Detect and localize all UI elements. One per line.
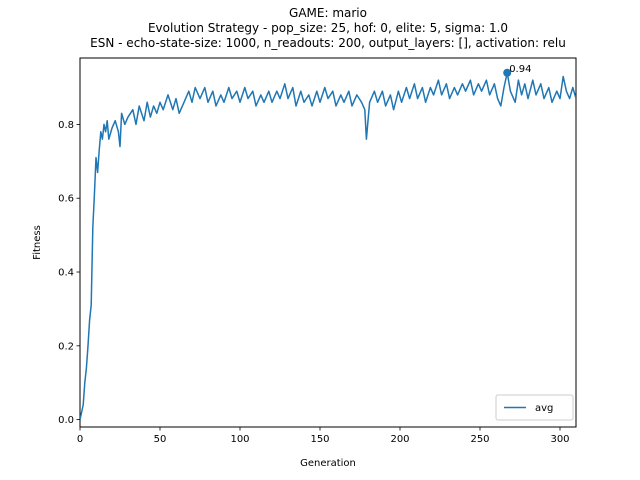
- legend-label: avg: [535, 403, 553, 414]
- y-axis-label: Fitness: [32, 225, 43, 260]
- plot-axes: 0 50 100 150 200 250 300 0.0 0.2 0.4 0.6 0.8 Generat…: [32, 57, 577, 469]
- x-tick-label: 150: [310, 434, 329, 445]
- legend: avg: [495, 394, 574, 421]
- max-point-label: 0.94: [509, 64, 531, 75]
- y-tick-label: 0.2: [58, 341, 74, 352]
- x-tick-label: 0: [77, 434, 83, 445]
- series-line-avg: [80, 72, 576, 420]
- x-tick-label: 200: [390, 434, 409, 445]
- x-axis-label: Generation: [300, 458, 356, 469]
- annotation-layer: 0.94: [503, 64, 531, 77]
- plot-frame: [79, 57, 577, 428]
- x-tick-label: 250: [470, 434, 489, 445]
- y-tick-label: 0.8: [58, 120, 74, 131]
- max-point-marker: [503, 68, 512, 77]
- chart-title-line: Evolution Strategy - pop_size: 25, hof: …: [148, 21, 508, 35]
- chart-title-line: GAME: mario: [289, 6, 367, 20]
- x-tick-label: 50: [154, 434, 167, 445]
- x-tick-label: 100: [230, 434, 249, 445]
- y-tick-label: 0.6: [58, 194, 74, 205]
- chart-title-line: ESN - echo-state-size: 1000, n_readouts:…: [90, 36, 566, 50]
- series-layer: [80, 72, 576, 420]
- y-tick-label: 0.4: [58, 268, 74, 279]
- x-tick-label: 300: [550, 434, 569, 445]
- legend-box: [495, 394, 574, 421]
- y-tick-label: 0.0: [58, 415, 74, 426]
